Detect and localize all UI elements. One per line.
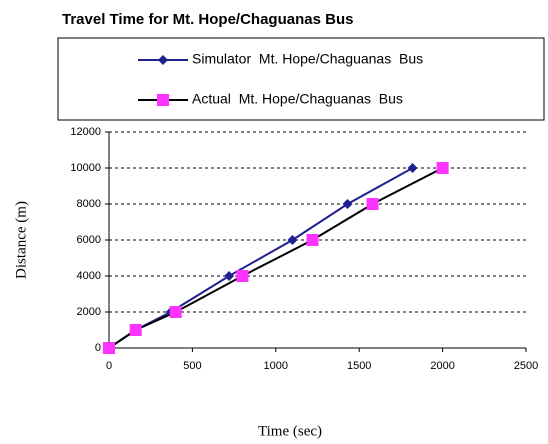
- y-tick-label: 10000: [70, 162, 101, 174]
- legend-label: Simulator Mt. Hope/Chaguanas Bus: [192, 51, 423, 67]
- y-axis-label: Distance (m): [13, 201, 29, 279]
- point: [366, 198, 379, 210]
- x-axis-label: Time (sec): [258, 423, 322, 439]
- y-tick-label: 8000: [77, 198, 101, 210]
- legend-box: [57, 37, 545, 121]
- y-tick-label: 2000: [77, 306, 101, 318]
- x-tick-label: 1000: [264, 360, 288, 372]
- point: [407, 163, 418, 173]
- point: [436, 162, 449, 174]
- y-tick-label: 6000: [77, 234, 101, 246]
- y-tick-label: 4000: [77, 270, 101, 282]
- point: [306, 234, 319, 246]
- x-tick-label: 2000: [430, 360, 454, 372]
- y-tick-label: 0: [95, 342, 101, 354]
- chart-title: Travel Time for Mt. Hope/Chaguanas Bus: [62, 11, 353, 28]
- x-tick-label: 1500: [347, 360, 371, 372]
- point: [129, 324, 142, 336]
- point: [287, 235, 298, 245]
- point: [224, 271, 235, 281]
- point: [169, 306, 182, 318]
- point: [103, 342, 115, 354]
- x-tick-label: 2500: [514, 360, 538, 372]
- x-tick-label: 500: [183, 360, 201, 372]
- point: [342, 199, 353, 209]
- legend-marker: [157, 94, 169, 106]
- y-tick-label: 12000: [70, 126, 101, 138]
- legend-label: Actual Mt. Hope/Chaguanas Bus: [192, 91, 403, 107]
- point: [236, 270, 249, 282]
- x-tick-label: 0: [106, 360, 112, 372]
- series-line: [108, 167, 444, 349]
- legend-marker: [158, 55, 168, 65]
